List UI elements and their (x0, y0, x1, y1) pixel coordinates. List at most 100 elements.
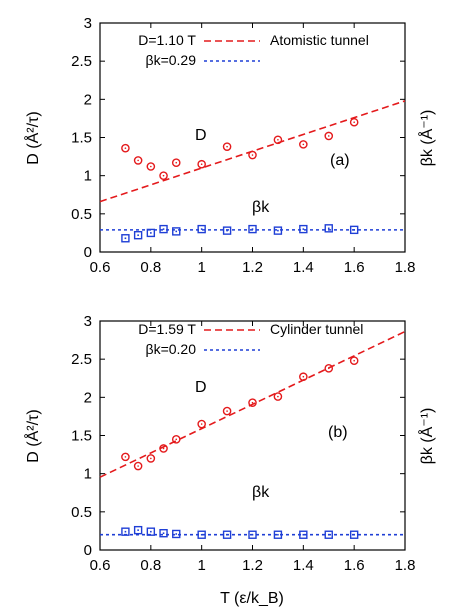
panel-a: 0.6 0.8 1 1.2 1.4 1.6 1.8 0 0.5 1 1.5 2 2.5 3 D=1.10 … (23, 15, 436, 276)
d-point-a (197, 159, 206, 169)
d-point-center-b (137, 465, 139, 467)
annotation-d-a: D (195, 127, 207, 144)
d-point-center-b (150, 457, 152, 460)
d-point-b (324, 364, 334, 373)
y-tick-label-a: 2.5 (71, 53, 92, 70)
d-point-a (146, 162, 156, 171)
bk-point-center-b (150, 530, 152, 533)
d-point-center-b (226, 410, 228, 412)
bk-point-a (299, 224, 308, 234)
d-point-center-a (277, 138, 279, 141)
bk-point-center-b (124, 530, 127, 533)
data-marks-b (121, 356, 359, 539)
bk-point-a (159, 224, 168, 234)
d-point-center-a (137, 159, 139, 162)
data-marks-a (121, 117, 359, 243)
bk-point-center-b (251, 533, 254, 536)
bk-point-center-a (353, 229, 355, 231)
bk-point-a (172, 227, 181, 236)
y-tick-label-a: 0.5 (71, 206, 92, 223)
bk-point-center-a (226, 229, 228, 232)
annotation-d-b: D (195, 379, 207, 396)
bk-point-b (146, 527, 156, 536)
legend-tunnel-label-a: Atomistic tunnel (270, 32, 369, 48)
d-point-center-a (175, 161, 178, 164)
bk-point-a (324, 224, 333, 233)
d-point-a (133, 156, 143, 165)
bk-point-center-a (200, 228, 203, 230)
y-tick-label-a: 3 (84, 15, 92, 32)
d-point-a (121, 143, 130, 153)
d-point-center-a (251, 154, 254, 156)
bk-point-a (146, 228, 156, 238)
y-tick-label-b: 1.5 (71, 428, 92, 445)
bk-point-b (273, 530, 283, 539)
y-tick-label-b: 1 (84, 466, 92, 483)
ylabel-a: D (Å²/τ) (23, 111, 42, 164)
ticks-b: 0.6 0.8 1 1.2 1.4 1.6 1.8 0 0.5 1 1.5 2 2.5 3 (71, 313, 415, 574)
bk-point-b (222, 530, 232, 539)
legend-a: D=1.10 T Atomistic tunnel βk=0.29 (138, 32, 369, 68)
d-point-center-b (251, 401, 254, 404)
d-point-b (222, 406, 232, 416)
y-tick-label-a: 1 (84, 168, 92, 185)
bk-point-a (121, 234, 130, 243)
ylabel-b: D (Å²/τ) (23, 409, 42, 462)
ylabel-a-wrap: D (Å²/τ) (23, 111, 42, 164)
y-tick-label-b: 0 (84, 542, 92, 559)
d-point-center-a (226, 145, 228, 148)
bk-point-b (349, 530, 359, 539)
bk-point-center-b (200, 533, 203, 536)
bk-point-center-b (327, 533, 330, 536)
legend-d-fit-label-b: D=1.59 T (138, 321, 196, 337)
annotation-bk-b: βk (252, 484, 270, 501)
bk-point-b (197, 530, 206, 539)
bk-point-a (197, 224, 206, 234)
d-point-b (146, 454, 156, 463)
bk-point-center-a (277, 229, 279, 232)
d-point-a (159, 171, 168, 180)
y2label-a: βk (Å⁻¹) (417, 110, 436, 167)
ylabel-b-wrap: D (Å²/τ) (23, 409, 42, 462)
legend-bk-fit-label-a: βk=0.29 (146, 52, 197, 68)
d-point-a (171, 158, 181, 167)
x-tick-label-b: 1.6 (344, 557, 365, 574)
d-point-center-b (124, 456, 127, 458)
x-tick-label-b: 1.4 (293, 557, 314, 574)
x-tick-label-b: 0.6 (90, 557, 111, 574)
panel-label-a: (a) (330, 152, 350, 169)
bk-point-a (222, 226, 232, 235)
ticks-a: 0.6 0.8 1 1.2 1.4 1.6 1.8 0 0.5 1 1.5 2 2.5 3 (71, 15, 415, 276)
x-tick-label-b: 1.8 (395, 557, 416, 574)
y-tick-label-b: 2 (84, 389, 92, 406)
bk-point-center-b (162, 532, 165, 535)
d-point-a (273, 135, 283, 145)
x-tick-label-a: 1.6 (344, 259, 365, 276)
bk-point-center-b (302, 533, 305, 536)
d-point-b (349, 356, 359, 365)
d-point-b (248, 398, 257, 407)
y-tick-label-b: 0.5 (71, 504, 92, 521)
x-tick-label-b: 1 (197, 557, 205, 574)
bk-point-center-a (150, 232, 152, 234)
bk-point-center-a (162, 228, 165, 230)
x-tick-label-b: 1.2 (242, 557, 263, 574)
y-tick-label-a: 0 (84, 244, 92, 261)
bk-point-center-b (175, 533, 178, 535)
bk-point-center-a (124, 237, 127, 240)
fit-lines-b (99, 330, 406, 536)
x-tick-label-a: 1.2 (242, 259, 263, 276)
legend-d-fit-label-a: D=1.10 T (138, 32, 196, 48)
x-tick-label-a: 0.8 (140, 259, 161, 276)
x-tick-label-a: 1.4 (293, 259, 314, 276)
x-tick-label-a: 0.6 (90, 259, 111, 276)
d-point-center-b (200, 423, 203, 425)
d-point-center-b (302, 375, 305, 378)
d-point-b (121, 452, 130, 462)
bk-point-b (299, 530, 308, 539)
bk-point-center-b (226, 533, 228, 536)
panel-b: 0.6 0.8 1 1.2 1.4 1.6 1.8 0 0.5 1 1.5 2 2.5 3 D=1.59 … (23, 313, 436, 574)
d-point-center-b (327, 367, 330, 370)
d-fit-line-b (99, 330, 406, 478)
